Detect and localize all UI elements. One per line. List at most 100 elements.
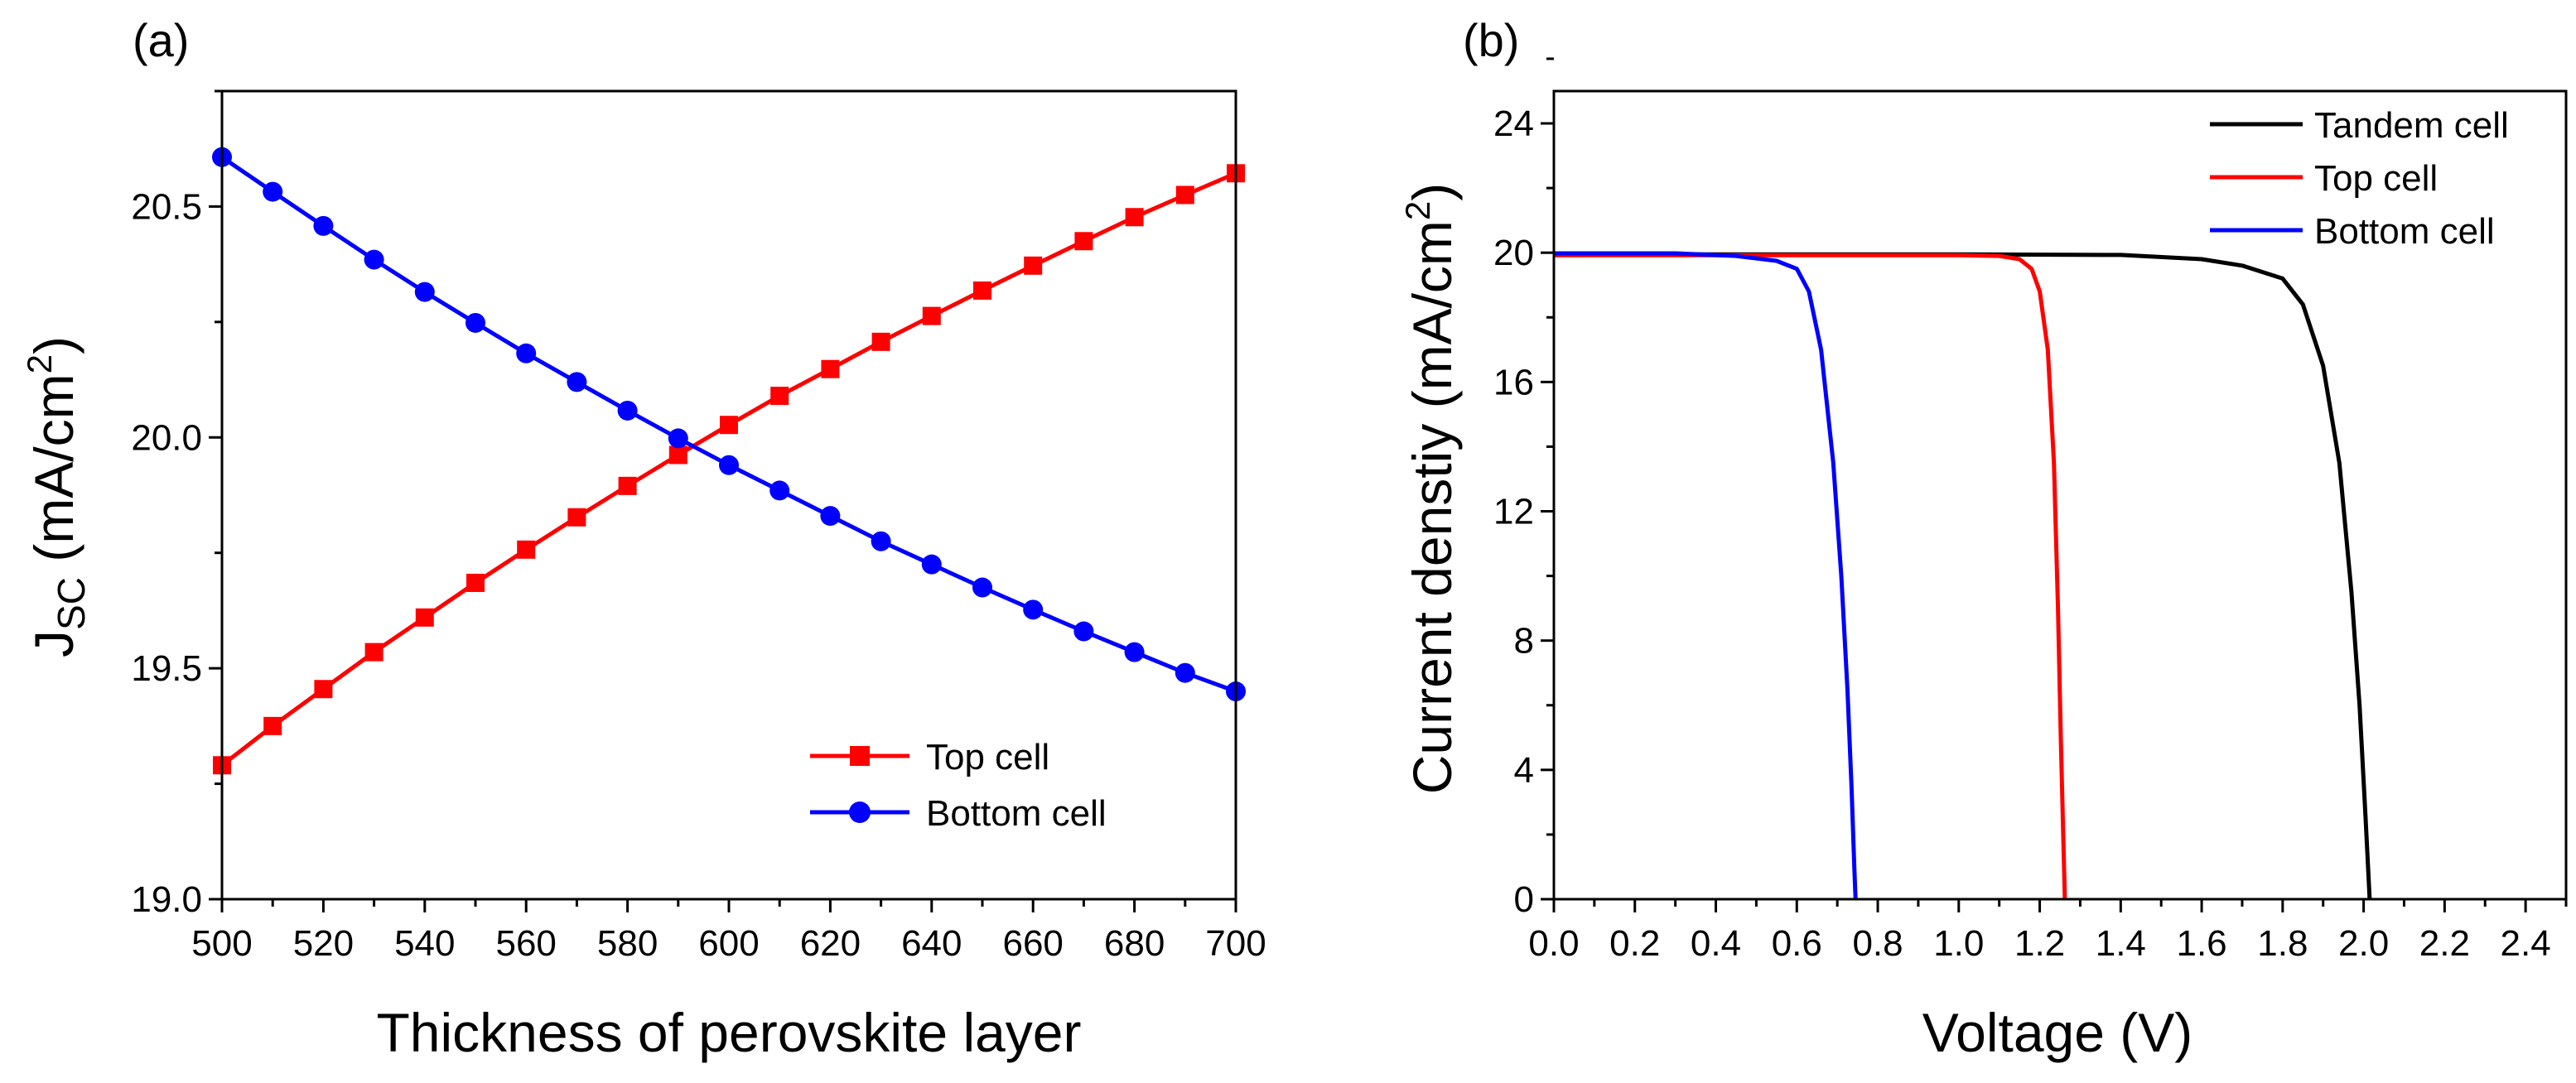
panel-b-legend: Tandem cell Top cell Bottom cell: [2210, 105, 2509, 252]
x-tick-label-b-0: 0.0: [1528, 923, 1579, 964]
jv-curve-tandem-cell: [1554, 252, 2372, 900]
y-tick-label-b-20: 20: [1493, 233, 1534, 273]
legend-label-tandem-cell: Tandem cell: [2314, 105, 2509, 146]
data-point-top-cell: [466, 573, 485, 592]
data-point-top-cell: [821, 359, 840, 378]
panel-a-label: (a): [133, 14, 189, 66]
data-point-bottom-cell: [871, 531, 891, 551]
data-point-top-cell: [415, 608, 434, 627]
data-point-bottom-cell: [719, 455, 739, 475]
data-point-bottom-cell: [263, 181, 283, 202]
panel-a: (a) 500 520 540 560 580 600 620 640 660 680 700 19.…: [20, 14, 1266, 1063]
data-point-top-cell: [922, 306, 941, 325]
panel-a-legend: Top cell Bottom cell: [810, 737, 1107, 834]
panel-b-marks: [1554, 251, 2372, 900]
data-point-top-cell: [871, 332, 890, 351]
y-tick-label-b-0: 0: [1514, 879, 1534, 920]
x-tick-label-b-2.4: 2.4: [2501, 923, 2551, 964]
data-point-bottom-cell: [617, 400, 638, 421]
data-point-bottom-cell: [414, 282, 435, 302]
data-point-top-cell: [263, 716, 282, 735]
x-tick-label-b-0.4: 0.4: [1691, 923, 1741, 964]
legend-marker-top-cell: [850, 746, 870, 766]
y-tick-label-b-12: 12: [1493, 492, 1534, 532]
y-tick-label-b-16: 16: [1493, 362, 1534, 402]
data-point-top-cell: [668, 445, 687, 464]
x-tick-label-a-500: 500: [191, 923, 252, 964]
data-point-bottom-cell: [668, 428, 688, 449]
data-point-bottom-cell: [972, 577, 992, 598]
y-tick-label-a-20: 20.0: [131, 417, 202, 458]
data-point-bottom-cell: [921, 554, 942, 575]
data-point-bottom-cell: [1124, 642, 1145, 662]
data-point-top-cell: [720, 416, 738, 435]
x-tick-label-b-2.2: 2.2: [2419, 923, 2470, 964]
x-tick-label-b-1: 1.0: [1933, 923, 1984, 964]
x-tick-label-b-1.6: 1.6: [2176, 923, 2226, 964]
panel-a-marks: [212, 147, 1246, 775]
data-point-bottom-cell: [364, 249, 384, 270]
data-point-top-cell: [1074, 232, 1093, 251]
data-point-bottom-cell: [313, 215, 334, 236]
x-tick-label-b-0.6: 0.6: [1772, 923, 1822, 964]
panel-b-label: (b): [1463, 14, 1519, 66]
panel-b-y-axis-title: Current denstiy (mA/cm2): [1398, 183, 1463, 795]
legend-label-top-cell: Top cell: [926, 737, 1049, 777]
data-point-top-cell: [314, 680, 333, 699]
data-point-bottom-cell: [1023, 599, 1044, 620]
y-tick-label-b-24: 24: [1493, 103, 1534, 144]
x-tick-label-b-2: 2.0: [2338, 923, 2389, 964]
x-tick-label-a-520: 520: [293, 923, 354, 964]
x-tick-label-a-540: 540: [394, 923, 455, 964]
y-tick-label-b-4: 4: [1514, 750, 1534, 791]
data-point-top-cell: [567, 508, 586, 527]
panel-a-x-axis-title: Thickness of perovskite layer: [376, 1002, 1081, 1063]
x-tick-label-a-620: 620: [800, 923, 861, 964]
legend-label-bottom-cell-b: Bottom cell: [2314, 211, 2495, 252]
data-point-top-cell: [364, 643, 384, 662]
panel-a-ticks: 500 520 540 560 580 600 620 640 660 680 700 19.0 19.…: [131, 89, 1266, 964]
x-tick-label-b-0.2: 0.2: [1609, 923, 1660, 964]
data-point-bottom-cell: [820, 506, 841, 527]
panel-b-ticks: 0.0 0.2 0.4 0.6 0.8 1.0 1.2 1.4 1.6 1.8 2.0 2.2 2.4 0…: [1493, 57, 2568, 964]
jv-curve-top-cell: [1554, 253, 2067, 900]
x-tick-label-b-0.8: 0.8: [1852, 923, 1903, 964]
data-point-bottom-cell: [516, 343, 537, 363]
data-point-top-cell: [1024, 256, 1043, 275]
data-point-top-cell: [770, 387, 789, 406]
x-tick-label-a-700: 700: [1205, 923, 1266, 964]
y-tick-label-b-8: 8: [1514, 621, 1534, 662]
data-point-top-cell: [517, 540, 536, 559]
x-tick-label-a-580: 580: [597, 923, 658, 964]
panel-a-y-axis-title: JSC (mA/cm2): [20, 336, 93, 657]
panel-b-plot-frame: [1552, 89, 2568, 901]
data-point-top-cell: [1175, 185, 1194, 205]
data-point-bottom-cell: [567, 372, 587, 392]
x-tick-label-b-1.2: 1.2: [2014, 923, 2065, 964]
data-point-bottom-cell: [466, 312, 485, 333]
panel-b-x-axis-title: Voltage (V): [1922, 1002, 2193, 1063]
y-tick-label-a-19.5: 19.5: [131, 648, 202, 689]
legend-label-top-cell-b: Top cell: [2314, 158, 2438, 199]
data-point-bottom-cell: [1175, 662, 1195, 683]
x-tick-label-b-1.4: 1.4: [2096, 923, 2146, 964]
data-point-top-cell: [973, 281, 991, 300]
x-tick-label-a-680: 680: [1104, 923, 1165, 964]
data-point-top-cell: [1125, 208, 1144, 227]
x-tick-label-a-660: 660: [1002, 923, 1063, 964]
data-point-top-cell: [618, 476, 637, 495]
y-tick-label-a-20.5: 20.5: [131, 186, 202, 227]
data-point-bottom-cell: [769, 480, 790, 501]
panel-b: (b) 0.0 0.2 0.4 0.6 0.8 1.0 1.2 1.4 1.6 1.8 2.0 2.2…: [1398, 14, 2568, 1063]
x-tick-label-a-560: 560: [495, 923, 556, 964]
x-tick-label-a-600: 600: [698, 923, 759, 964]
x-tick-label-a-640: 640: [901, 923, 962, 964]
data-point-bottom-cell: [1073, 621, 1094, 642]
legend-label-bottom-cell: Bottom cell: [926, 793, 1107, 834]
y-tick-label-a-19: 19.0: [131, 879, 202, 920]
x-tick-label-b-1.8: 1.8: [2257, 923, 2308, 964]
legend-marker-bottom-cell: [849, 801, 871, 823]
jv-curve-bottom-cell: [1554, 251, 1858, 900]
panel-a-plot-frame: [220, 89, 1237, 901]
